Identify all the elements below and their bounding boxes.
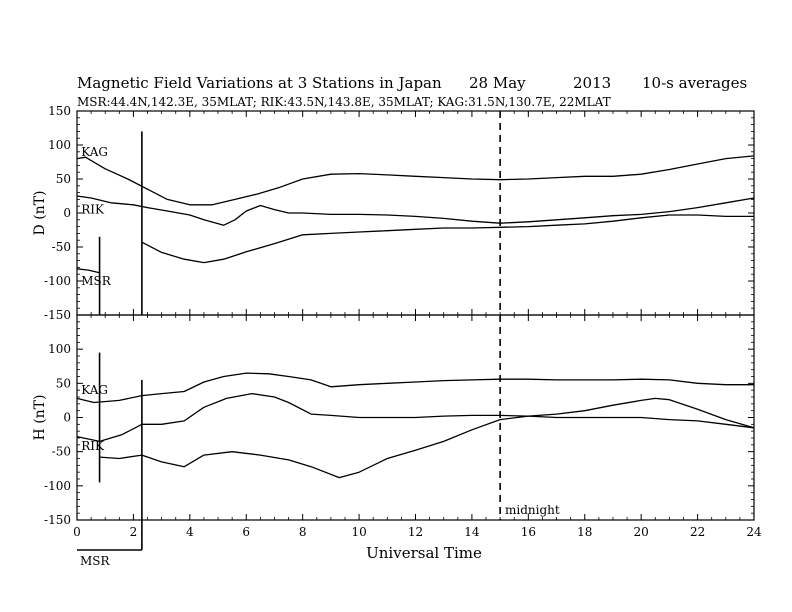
series-label-rik: RIK [81, 203, 105, 217]
x-tick-label: 4 [186, 525, 194, 539]
series-line-rik [76, 195, 755, 226]
x-tick-label: 10 [351, 525, 366, 539]
x-tick-label: 12 [408, 525, 423, 539]
chart-title: Magnetic Field Variations at 3 Stations … [77, 74, 442, 92]
series-label-msr: MSR [81, 274, 112, 288]
series-line-msr [76, 268, 100, 274]
chart-averaging: 10-s averages [642, 74, 747, 92]
series-line-rik [76, 392, 755, 443]
y-tick-label: 100 [48, 342, 71, 356]
y-axis-label: D (nT) [32, 191, 48, 236]
series-line-trace-2 [141, 214, 754, 264]
x-tick-label: 18 [577, 525, 592, 539]
x-axis-label: Universal Time [366, 544, 482, 562]
series-line-trace-2 [99, 397, 755, 479]
series-label-rik: RIK [81, 439, 105, 453]
y-tick-label: 50 [56, 172, 71, 186]
y-tick-label: -50 [52, 445, 71, 459]
x-tick-label: 0 [73, 525, 81, 539]
x-tick-label: 24 [746, 525, 762, 539]
y-tick-label: 50 [56, 376, 71, 390]
chart-year: 2013 [573, 74, 611, 92]
series-line-kag [76, 155, 755, 206]
y-tick-label: 0 [63, 206, 71, 220]
msr-bottom-label: MSR [80, 554, 111, 568]
x-tick-label: 16 [521, 525, 536, 539]
midnight-label: midnight [505, 503, 560, 517]
x-tick-label: 6 [242, 525, 250, 539]
y-tick-label: -100 [44, 274, 71, 288]
y-tick-label: -50 [52, 240, 71, 254]
y-axis-label: H (nT) [32, 395, 48, 441]
y-tick-label: -150 [44, 308, 71, 322]
y-tick-label: -150 [44, 513, 71, 527]
chart-subtitle: MSR:44.4N,142.3E, 35MLAT; RIK:43.5N,143.… [77, 95, 611, 109]
series-label-kag: KAG [81, 383, 108, 397]
chart-date: 28 May [469, 74, 526, 92]
x-tick-label: 22 [690, 525, 705, 539]
series-line-kag [76, 372, 754, 404]
x-tick-label: 14 [464, 525, 480, 539]
y-tick-label: 100 [48, 138, 71, 152]
y-tick-label: 0 [63, 411, 71, 425]
x-tick-label: 8 [299, 525, 307, 539]
y-tick-label: -100 [44, 479, 71, 493]
y-tick-label: 150 [48, 104, 71, 118]
x-tick-label: 20 [634, 525, 649, 539]
x-tick-label: 2 [130, 525, 138, 539]
series-label-kag: KAG [81, 145, 108, 159]
